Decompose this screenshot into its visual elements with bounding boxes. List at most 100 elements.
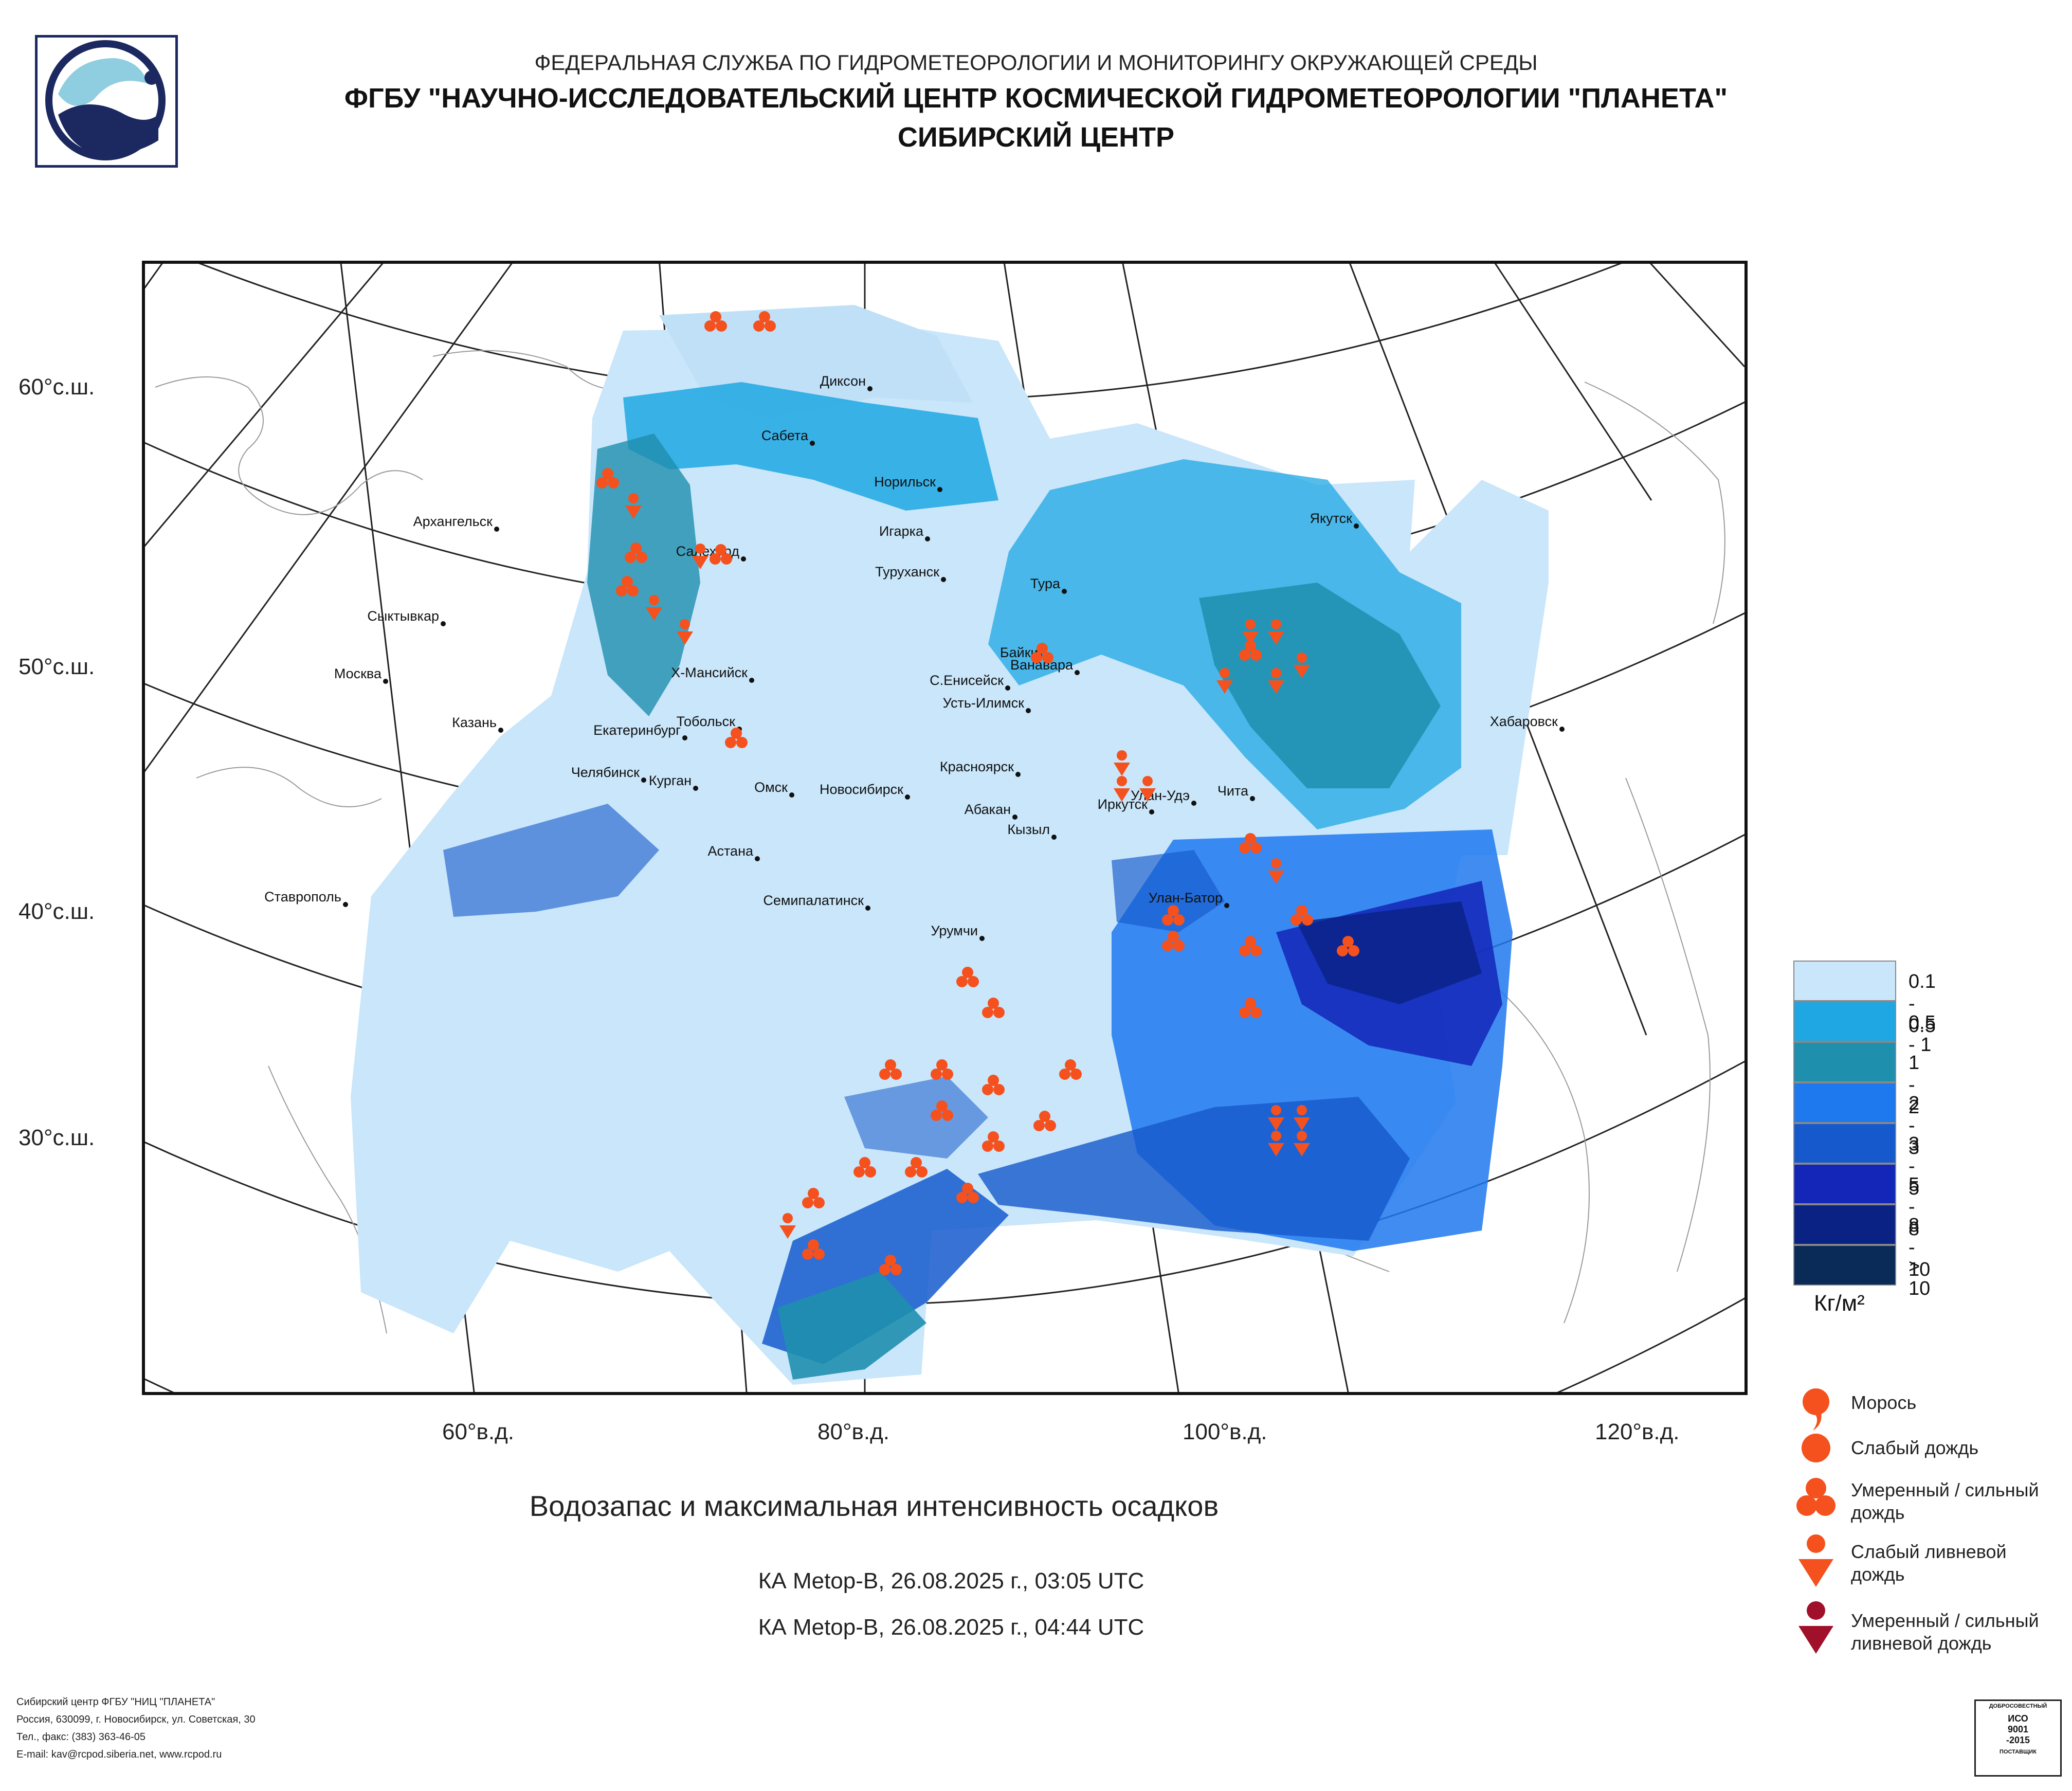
light-shower-marker — [1242, 619, 1259, 645]
city-label: Якутск — [1310, 511, 1353, 526]
legend-light-shower-line2: дождь — [1851, 1564, 1905, 1585]
city-label: Хабаровск — [1490, 714, 1558, 729]
unit-label: Кг/м² — [1814, 1291, 1865, 1316]
scale-label-6: 8 - 10 — [1909, 1215, 1931, 1280]
moderate-rain-marker — [1031, 643, 1053, 663]
precip-markers — [596, 311, 1359, 1275]
moderate-rain-marker — [1239, 833, 1262, 854]
moderate-rain-marker — [931, 1100, 953, 1121]
satellite-pass-2: КА Metop-B, 26.08.2025 г., 04:44 UTC — [758, 1615, 1144, 1640]
city-label: Астана — [707, 843, 753, 859]
legend-heavy-shower-line1: Умеренный / сильный — [1851, 1610, 2039, 1631]
city-label: С.Енисейск — [930, 673, 1004, 688]
iso-line-3: -2015 — [2006, 1735, 2030, 1745]
city-label: Абакан — [965, 802, 1011, 817]
map-frame: Диксон Сабета Норильск Архангельск Игарка Яку… — [142, 261, 1748, 1395]
city-dot — [498, 728, 503, 733]
city-label: Семипалатинск — [763, 893, 864, 908]
moderate-rain-marker — [1239, 936, 1262, 956]
moderate-rain-marker — [802, 1239, 825, 1260]
scale-swatch-3 — [1793, 1082, 1896, 1123]
footer-line-4: E-mail: kav@rcpod.siberia.net, www.rcpod… — [16, 1749, 222, 1760]
city-dot — [741, 556, 746, 562]
lon-label-80: 80°в.д. — [817, 1419, 890, 1444]
city-label: Сыктывкар — [367, 608, 439, 624]
scale-swatch-7 — [1793, 1245, 1896, 1286]
city-label: Тобольск — [677, 714, 736, 729]
city-label: Омск — [754, 780, 788, 795]
city-label: Улан-Удэ — [1131, 788, 1190, 803]
city-dot — [1075, 670, 1080, 675]
city-label: Диксон — [820, 373, 866, 389]
moderate-rain-marker — [625, 542, 647, 563]
city-dot — [1015, 772, 1021, 777]
iso-top: ДОБРОСОВЕСТНЫЙ — [1989, 1703, 2047, 1709]
city-dot — [867, 386, 873, 391]
moderate-rain-marker — [1239, 998, 1262, 1018]
moderate-rain-marker — [725, 728, 748, 748]
moderate-rain-icon — [1796, 1478, 1835, 1516]
moderate-rain-marker — [1059, 1059, 1082, 1080]
scale-swatch-2 — [1793, 1042, 1896, 1082]
iso-line-1: ИСО — [2008, 1713, 2028, 1724]
light-shower-marker — [779, 1213, 796, 1239]
header-agency: ФЕДЕРАЛЬНАЯ СЛУЖБА ПО ГИДРОМЕТЕОРОЛОГИИ … — [534, 50, 1538, 75]
city-dot — [755, 856, 760, 861]
scale-label-3: 2 - 3 — [1909, 1093, 1920, 1159]
scale-label-0: 0.1 - 0.5 — [1909, 971, 1936, 1037]
city-dot — [941, 577, 946, 582]
light-shower-marker — [1294, 653, 1310, 678]
symbol-icons — [1796, 1388, 1835, 1654]
city-dot — [1051, 835, 1057, 840]
city-label: Курган — [649, 773, 692, 788]
city-dot — [693, 786, 698, 791]
city-label: Красноярск — [940, 759, 1014, 774]
city-label: Архангельск — [413, 514, 493, 529]
symbol-legend-icons — [1792, 1378, 1854, 1666]
city-dot — [1149, 809, 1154, 815]
moderate-rain-marker — [956, 1183, 979, 1203]
city-dot — [1559, 727, 1565, 732]
moderate-rain-marker — [982, 1131, 1005, 1152]
city-label: Ставрополь — [264, 889, 341, 904]
light-shower-icon — [1798, 1534, 1833, 1587]
city-dot — [1224, 903, 1229, 908]
lat-label-30: 30°с.ш. — [19, 1125, 95, 1150]
lon-label-120: 120°в.д. — [1595, 1419, 1680, 1444]
city-dot — [641, 777, 646, 783]
lon-label-60: 60°в.д. — [442, 1419, 515, 1444]
light-shower-marker — [1139, 776, 1156, 802]
city-dot — [1012, 815, 1017, 820]
scale-swatch-0 — [1793, 961, 1896, 1001]
moderate-rain-marker — [1033, 1111, 1056, 1131]
header-center: СИБИРСКИЙ ЦЕНТР — [897, 122, 1175, 153]
city-label: Челябинск — [571, 765, 640, 780]
scale-label-1: 0.5 - 1 — [1909, 1012, 1936, 1056]
moderate-rain-marker — [802, 1188, 825, 1208]
city-label: Игарка — [879, 523, 924, 539]
moderate-rain-marker — [879, 1059, 902, 1080]
lat-label-60: 60°с.ш. — [19, 374, 95, 400]
map-title: Водозапас и максимальная интенсивность о… — [529, 1490, 1219, 1522]
light-shower-marker — [692, 544, 708, 569]
city-dot — [865, 906, 870, 911]
moderate-rain-marker — [1239, 640, 1262, 661]
light-shower-marker — [1268, 1131, 1284, 1156]
moderate-rain-marker — [982, 998, 1005, 1018]
city-label: Урумчи — [931, 923, 978, 938]
moderate-rain-marker — [1337, 936, 1359, 956]
lat-label-50: 50°с.ш. — [19, 654, 95, 679]
moderate-rain-marker — [704, 311, 727, 332]
legend-light-rain: Слабый дождь — [1851, 1437, 1979, 1458]
legend-moderate-rain-line1: Умеренный / сильный — [1851, 1479, 2039, 1500]
city-dot — [343, 902, 348, 907]
footer-line-2: Россия, 630099, г. Новосибирск, ул. Сове… — [16, 1714, 256, 1725]
city-dot — [905, 794, 910, 800]
lat-label-40: 40°с.ш. — [19, 899, 95, 924]
moderate-rain-marker — [879, 1255, 902, 1275]
city-dot — [494, 527, 499, 532]
iso-line-2: 9001 — [2007, 1724, 2029, 1734]
city-label: Усть-Илимск — [943, 695, 1025, 711]
city-dot — [1250, 796, 1255, 801]
header-institute: ФГБУ "НАУЧНО-ИССЛЕДОВАТЕЛЬСКИЙ ЦЕНТР КОС… — [344, 83, 1728, 114]
